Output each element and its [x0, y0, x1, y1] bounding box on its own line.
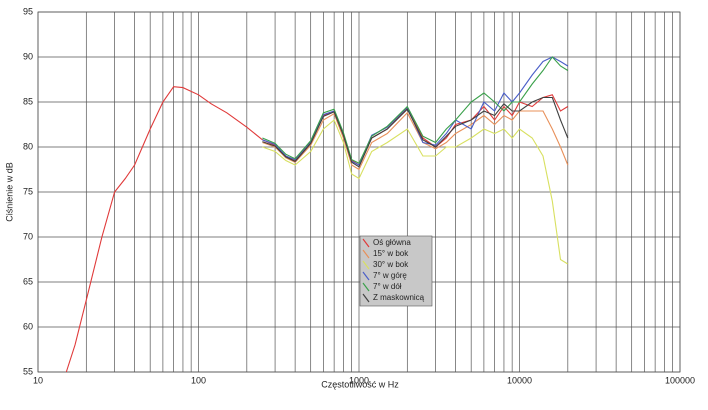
legend-swatch	[362, 238, 370, 248]
legend-swatch	[362, 293, 370, 303]
legend-swatch	[362, 249, 370, 259]
legend-box	[359, 235, 433, 307]
series-line	[262, 110, 569, 171]
series-line	[262, 56, 569, 164]
series-line	[262, 119, 569, 265]
legend-label: Z maskownicą	[373, 293, 425, 302]
y-tick-label: 55	[23, 366, 33, 376]
legend-label: 7° w górę	[373, 271, 407, 280]
legend-swatch	[362, 282, 370, 292]
legend-label: 30° w bok	[373, 260, 409, 269]
y-tick-label: 95	[23, 6, 33, 16]
y-tick-label: 70	[23, 231, 33, 241]
x-tick-label: 10000	[507, 375, 532, 385]
legend-swatch	[362, 260, 370, 270]
x-tick-label: 10	[33, 375, 43, 385]
y-tick-label: 65	[23, 276, 33, 286]
legend-label: 7° w dół	[373, 282, 402, 291]
x-tick-label: 1000	[349, 375, 369, 385]
y-axis-label: Ciśnienie w dB	[4, 162, 14, 222]
legend-label: 15° w bok	[373, 249, 409, 258]
y-tick-label: 80	[23, 141, 33, 151]
legend: Oś główna 15° w bok 30° w bok 7° w górę 7° w…	[359, 235, 433, 307]
legend-swatch	[362, 271, 370, 281]
x-axis-label: Częstotliwość w Hz	[321, 379, 399, 389]
x-tick-label: 100	[191, 375, 206, 385]
series-line	[262, 96, 569, 168]
y-tick-label: 90	[23, 51, 33, 61]
y-tick-label: 75	[23, 186, 33, 196]
legend-label: Oś główna	[373, 238, 411, 247]
x-tick-label: 100000	[665, 375, 695, 385]
y-tick-label: 85	[23, 96, 33, 106]
y-tick-label: 60	[23, 321, 33, 331]
